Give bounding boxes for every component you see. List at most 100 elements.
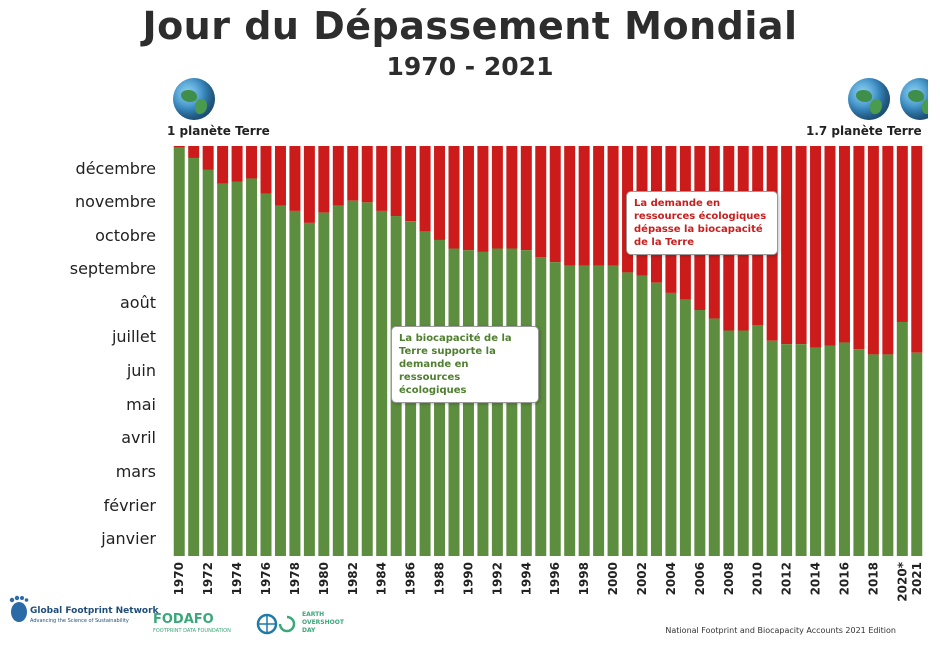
bar-overshoot-1975 — [246, 146, 258, 179]
bar-biocapacity-2002 — [636, 275, 648, 556]
bar-biocapacity-2009 — [737, 330, 749, 556]
bar-overshoot-1996 — [549, 146, 561, 263]
x-tick-label-2021: 2021 — [910, 562, 924, 595]
biocapacity-callout: La biocapacité de la Terre supporte la d… — [391, 326, 539, 403]
bar-overshoot-1976 — [260, 146, 272, 194]
x-tick-label-1994: 1994 — [519, 562, 533, 595]
bar-overshoot-1970 — [173, 146, 185, 148]
bar-overshoot-1982 — [347, 146, 359, 201]
x-tick-label-2010: 2010 — [751, 562, 765, 595]
bar-overshoot-1993 — [506, 146, 518, 249]
bar-overshoot-1971 — [188, 146, 200, 158]
x-tick-label-2008: 2008 — [722, 562, 736, 595]
x-tick-label-1972: 1972 — [201, 562, 215, 595]
bar-overshoot-2017 — [853, 146, 865, 350]
bars-group — [173, 146, 923, 557]
month-label-avril: avril — [121, 428, 156, 447]
bar-overshoot-1985 — [390, 146, 402, 217]
bar-overshoot-1983 — [361, 146, 373, 203]
bar-biocapacity-2010 — [752, 325, 764, 556]
x-tick-label-1996: 1996 — [548, 562, 562, 595]
left-planet-label: 1 planète Terre — [167, 124, 270, 138]
x-tick-label-2012: 2012 — [780, 562, 794, 595]
month-label-janvier: janvier — [101, 529, 156, 548]
x-tick-label-1992: 1992 — [490, 562, 504, 595]
month-label-septembre: septembre — [69, 259, 156, 278]
fodafo-logo-tagline: FOOTPRINT DATA FOUNDATION — [153, 628, 231, 634]
bar-biocapacity-1994 — [520, 250, 532, 556]
bar-biocapacity-2021 — [911, 352, 923, 556]
earth-overshoot-day-icon — [256, 613, 296, 635]
bar-biocapacity-1971 — [188, 157, 200, 556]
bar-biocapacity-1980 — [318, 212, 330, 557]
overshoot-callout: La demande en ressources écologiques dép… — [626, 191, 778, 255]
bar-overshoot-1972 — [202, 146, 214, 170]
bar-biocapacity-2012 — [781, 344, 793, 556]
bar-biocapacity-1999 — [593, 265, 605, 556]
bar-biocapacity-1976 — [260, 193, 272, 556]
bar-overshoot-2018 — [867, 146, 879, 355]
month-label-fevrier: février — [103, 496, 156, 515]
bar-overshoot-1981 — [332, 146, 344, 206]
month-label-mai: mai — [126, 395, 156, 414]
bar-overshoot-1998 — [578, 146, 590, 266]
bar-overshoot-1978 — [289, 146, 301, 211]
bar-biocapacity-2006 — [694, 310, 706, 556]
x-tick-label-1982: 1982 — [346, 562, 360, 595]
chart-subtitle: 1970 - 2021 — [386, 52, 554, 81]
x-tick-label-2020: 2020* — [895, 561, 909, 601]
fodafo-logo: FODAFO — [153, 612, 214, 627]
bar-biocapacity-2007 — [708, 318, 720, 556]
eod-logo-line2: OVERSHOOT — [302, 619, 344, 626]
bar-overshoot-1995 — [535, 146, 547, 258]
bar-overshoot-2013 — [795, 146, 807, 345]
x-tick-label-1986: 1986 — [404, 562, 418, 595]
chart-title: Jour du Dépassement Mondial — [142, 4, 798, 48]
month-label-aout: août — [119, 293, 156, 312]
x-tick-label-1990: 1990 — [461, 562, 475, 595]
bar-overshoot-2012 — [781, 146, 793, 345]
bar-biocapacity-1998 — [578, 265, 590, 556]
month-label-decembre: décembre — [75, 159, 156, 178]
bar-biocapacity-2008 — [723, 330, 735, 556]
bar-biocapacity-2017 — [853, 349, 865, 556]
bar-biocapacity-2013 — [795, 344, 807, 556]
x-axis-ticks: 1970 1972 1974 1976 1978 1980 1982 1984 1986 1988… — [172, 561, 924, 601]
x-tick-label-1988: 1988 — [433, 562, 447, 595]
bar-biocapacity-1997 — [564, 265, 576, 556]
bar-biocapacity-2000 — [607, 265, 619, 556]
bar-overshoot-1988 — [434, 146, 446, 240]
footprint-logo-icon — [9, 595, 29, 622]
eod-logo-line3: DAY — [302, 627, 316, 634]
bar-biocapacity-1978 — [289, 210, 301, 557]
bar-biocapacity-1991 — [477, 251, 489, 557]
bar-overshoot-2020 — [896, 146, 908, 322]
bar-biocapacity-2005 — [679, 299, 691, 556]
bar-overshoot-1980 — [318, 146, 330, 213]
x-tick-label-1984: 1984 — [375, 562, 389, 595]
bar-biocapacity-1975 — [246, 178, 258, 556]
bar-overshoot-1992 — [491, 146, 503, 249]
bar-biocapacity-1996 — [549, 262, 561, 556]
bar-biocapacity-2001 — [622, 272, 634, 556]
bar-biocapacity-1974 — [231, 181, 243, 556]
bar-overshoot-1986 — [405, 146, 417, 222]
bar-overshoot-1994 — [520, 146, 532, 251]
bar-overshoot-2021 — [911, 146, 923, 353]
x-tick-label-2018: 2018 — [866, 562, 880, 595]
bar-overshoot-2014 — [810, 146, 822, 348]
bar-biocapacity-1979 — [303, 222, 315, 557]
bar-biocapacity-1977 — [274, 205, 286, 557]
x-tick-label-2016: 2016 — [837, 562, 851, 595]
bar-overshoot-1991 — [477, 146, 489, 252]
bar-biocapacity-2003 — [650, 282, 662, 556]
earth-icon — [848, 78, 890, 120]
eod-logo-line1: EARTH — [302, 611, 325, 618]
month-label-octobre: octobre — [95, 226, 156, 245]
bar-biocapacity-1973 — [217, 183, 229, 556]
bar-biocapacity-2016 — [838, 342, 850, 556]
bar-biocapacity-1995 — [535, 257, 547, 556]
bar-biocapacity-2004 — [665, 292, 677, 556]
bar-overshoot-2019 — [882, 146, 894, 355]
bar-overshoot-1999 — [593, 146, 605, 266]
